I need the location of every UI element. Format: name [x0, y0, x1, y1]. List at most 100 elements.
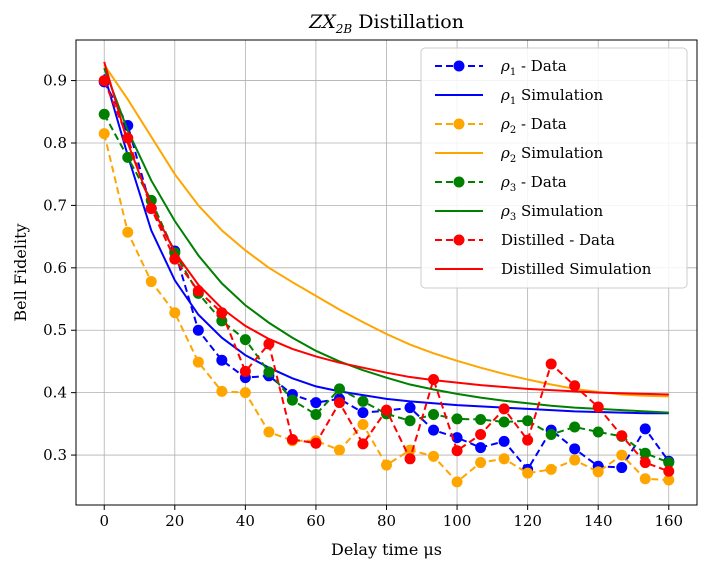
- series-2: [98, 128, 675, 488]
- x-tick-label: 40: [236, 512, 255, 530]
- series-7: [103, 61, 669, 396]
- y-tick-label: 0.7: [43, 196, 67, 214]
- axis-ticks: 0 20 40 60 80 100 120 140 160 0.3 0.4 0.5 0.6 0.7 0.8 0…: [43, 72, 683, 530]
- legend-swatch-marker: [453, 234, 465, 246]
- legend-label: Distilled Simulation: [501, 260, 652, 278]
- data-point: [639, 473, 651, 485]
- data-point: [286, 433, 298, 445]
- y-tick-label: 0.5: [43, 321, 67, 339]
- data-point: [428, 408, 440, 420]
- legend-item: ρ3 Simulation: [435, 202, 604, 223]
- legend-label: ρ1 - Data: [500, 57, 567, 78]
- legend-label: ρ2 Simulation: [500, 144, 604, 165]
- data-point: [569, 421, 581, 433]
- data-point: [569, 380, 581, 392]
- data-point: [310, 397, 322, 409]
- legend-label: ρ3 - Data: [500, 173, 567, 194]
- data-point: [428, 424, 440, 436]
- data-point: [98, 75, 110, 87]
- data-point: [592, 426, 604, 438]
- legend: ρ1 - Data ρ1 Simulation ρ2 - Data ρ2 Simula…: [420, 47, 688, 289]
- series-line: [103, 61, 669, 396]
- data-point: [286, 394, 298, 406]
- data-point: [216, 385, 228, 397]
- data-point: [145, 276, 157, 288]
- data-point: [404, 415, 416, 427]
- data-point: [569, 443, 581, 455]
- y-tick-label: 0.3: [43, 446, 67, 464]
- data-point: [122, 226, 134, 238]
- data-point: [357, 407, 369, 419]
- data-point: [451, 432, 463, 444]
- legend-item: ρ1 Simulation: [435, 86, 604, 107]
- data-point: [98, 128, 110, 140]
- data-point: [357, 395, 369, 407]
- legend-swatch-marker: [453, 60, 465, 72]
- data-point: [545, 428, 557, 440]
- y-axis-label: Bell Fidelity: [11, 223, 30, 321]
- legend-item: ρ2 Simulation: [435, 144, 604, 165]
- data-point: [639, 457, 651, 469]
- legend-box: [420, 47, 688, 289]
- data-point: [216, 354, 228, 366]
- x-tick-label: 20: [165, 512, 184, 530]
- x-tick-label: 60: [306, 512, 325, 530]
- data-point: [475, 413, 487, 425]
- data-point: [263, 366, 275, 378]
- data-point: [239, 334, 251, 346]
- data-point: [522, 415, 534, 427]
- data-point: [192, 324, 204, 336]
- chart-title: ZX2B Distillation: [308, 11, 464, 36]
- x-tick-label: 100: [443, 512, 472, 530]
- x-tick-label: 140: [584, 512, 613, 530]
- data-point: [357, 438, 369, 450]
- x-axis-label: Delay time μs: [331, 540, 442, 559]
- series-layer: [98, 61, 675, 488]
- legend-item: ρ1 - Data: [435, 57, 567, 78]
- data-point: [239, 365, 251, 377]
- series-line: [103, 74, 669, 415]
- y-tick-label: 0.6: [43, 259, 67, 277]
- data-point: [639, 423, 651, 435]
- data-point: [404, 402, 416, 414]
- data-point: [498, 403, 510, 415]
- legend-label: ρ2 - Data: [500, 115, 567, 136]
- data-point: [381, 459, 392, 471]
- data-point: [310, 437, 322, 449]
- legend-label: ρ1 Simulation: [500, 86, 604, 107]
- data-point: [404, 453, 416, 465]
- data-point: [592, 466, 604, 478]
- data-point: [663, 465, 675, 477]
- x-tick-label: 0: [99, 512, 109, 530]
- data-point: [545, 358, 557, 370]
- data-point: [639, 447, 651, 459]
- data-point: [616, 462, 628, 474]
- y-tick-label: 0.9: [43, 72, 67, 90]
- x-tick-label: 80: [377, 512, 396, 530]
- data-point: [239, 387, 251, 399]
- y-tick-label: 0.8: [43, 134, 67, 152]
- x-tick-label: 160: [654, 512, 683, 530]
- legend-swatch-marker: [453, 176, 465, 188]
- data-point: [169, 307, 181, 319]
- legend-label: ρ3 Simulation: [500, 202, 604, 223]
- data-point: [475, 457, 487, 469]
- legend-swatch-marker: [453, 118, 465, 130]
- data-point: [381, 404, 392, 416]
- data-point: [333, 383, 345, 395]
- data-point: [616, 430, 628, 442]
- data-point: [498, 435, 510, 447]
- data-point: [192, 356, 204, 368]
- data-point: [333, 397, 345, 409]
- data-point: [498, 416, 510, 428]
- title-main: ZX: [308, 11, 337, 33]
- data-point: [545, 463, 557, 475]
- title-subscript: 2B: [335, 22, 353, 36]
- data-point: [569, 454, 581, 466]
- data-point: [98, 108, 110, 120]
- data-point: [357, 418, 369, 430]
- legend-item: ρ3 - Data: [435, 173, 567, 194]
- data-point: [451, 445, 463, 457]
- data-point: [475, 442, 487, 454]
